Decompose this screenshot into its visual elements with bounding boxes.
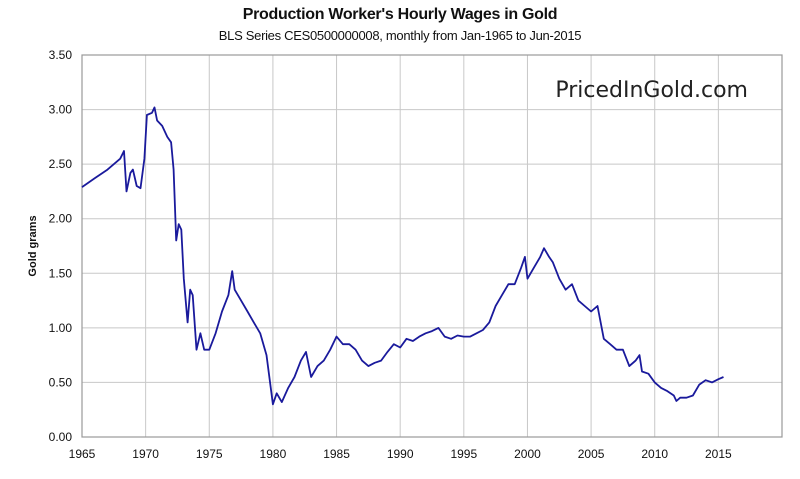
- x-tick-label: 1985: [323, 447, 350, 461]
- y-tick-label: 3.00: [49, 103, 73, 117]
- x-tick-label: 2015: [705, 447, 732, 461]
- x-tick-label: 1980: [260, 447, 287, 461]
- x-tick-label: 1995: [450, 447, 477, 461]
- y-tick-label: 0.00: [49, 430, 73, 444]
- y-axis-label: Gold grams: [27, 215, 39, 276]
- y-tick-label: 0.50: [49, 375, 73, 389]
- x-tick-label: 2000: [514, 447, 541, 461]
- x-tick-label: 2010: [641, 447, 668, 461]
- plot-frame: [81, 54, 783, 438]
- ticks: 1965 1970 1975 1980 1985 1990 1995 2000 2005 2010…: [49, 48, 732, 461]
- y-tick-label: 2.50: [49, 157, 73, 171]
- chart-title: Production Worker's Hourly Wages in Gold: [242, 6, 558, 23]
- chart-subtitle: BLS Series CES0500000008, monthly from J…: [218, 28, 582, 43]
- x-tick-label: 1975: [196, 447, 223, 461]
- x-tick-label: 1965: [69, 447, 96, 461]
- y-tick-label: 1.50: [49, 266, 73, 280]
- y-tick-label: 3.50: [49, 48, 73, 62]
- y-tick-label: 1.00: [49, 321, 73, 335]
- x-tick-label: 1990: [387, 447, 414, 461]
- x-tick-label: 1970: [132, 447, 159, 461]
- grid: [81, 54, 782, 438]
- watermark: PricedInGold.com: [555, 78, 748, 103]
- x-tick-label: 2005: [578, 447, 605, 461]
- y-tick-label: 2.00: [49, 212, 73, 226]
- series-line: [81, 106, 724, 406]
